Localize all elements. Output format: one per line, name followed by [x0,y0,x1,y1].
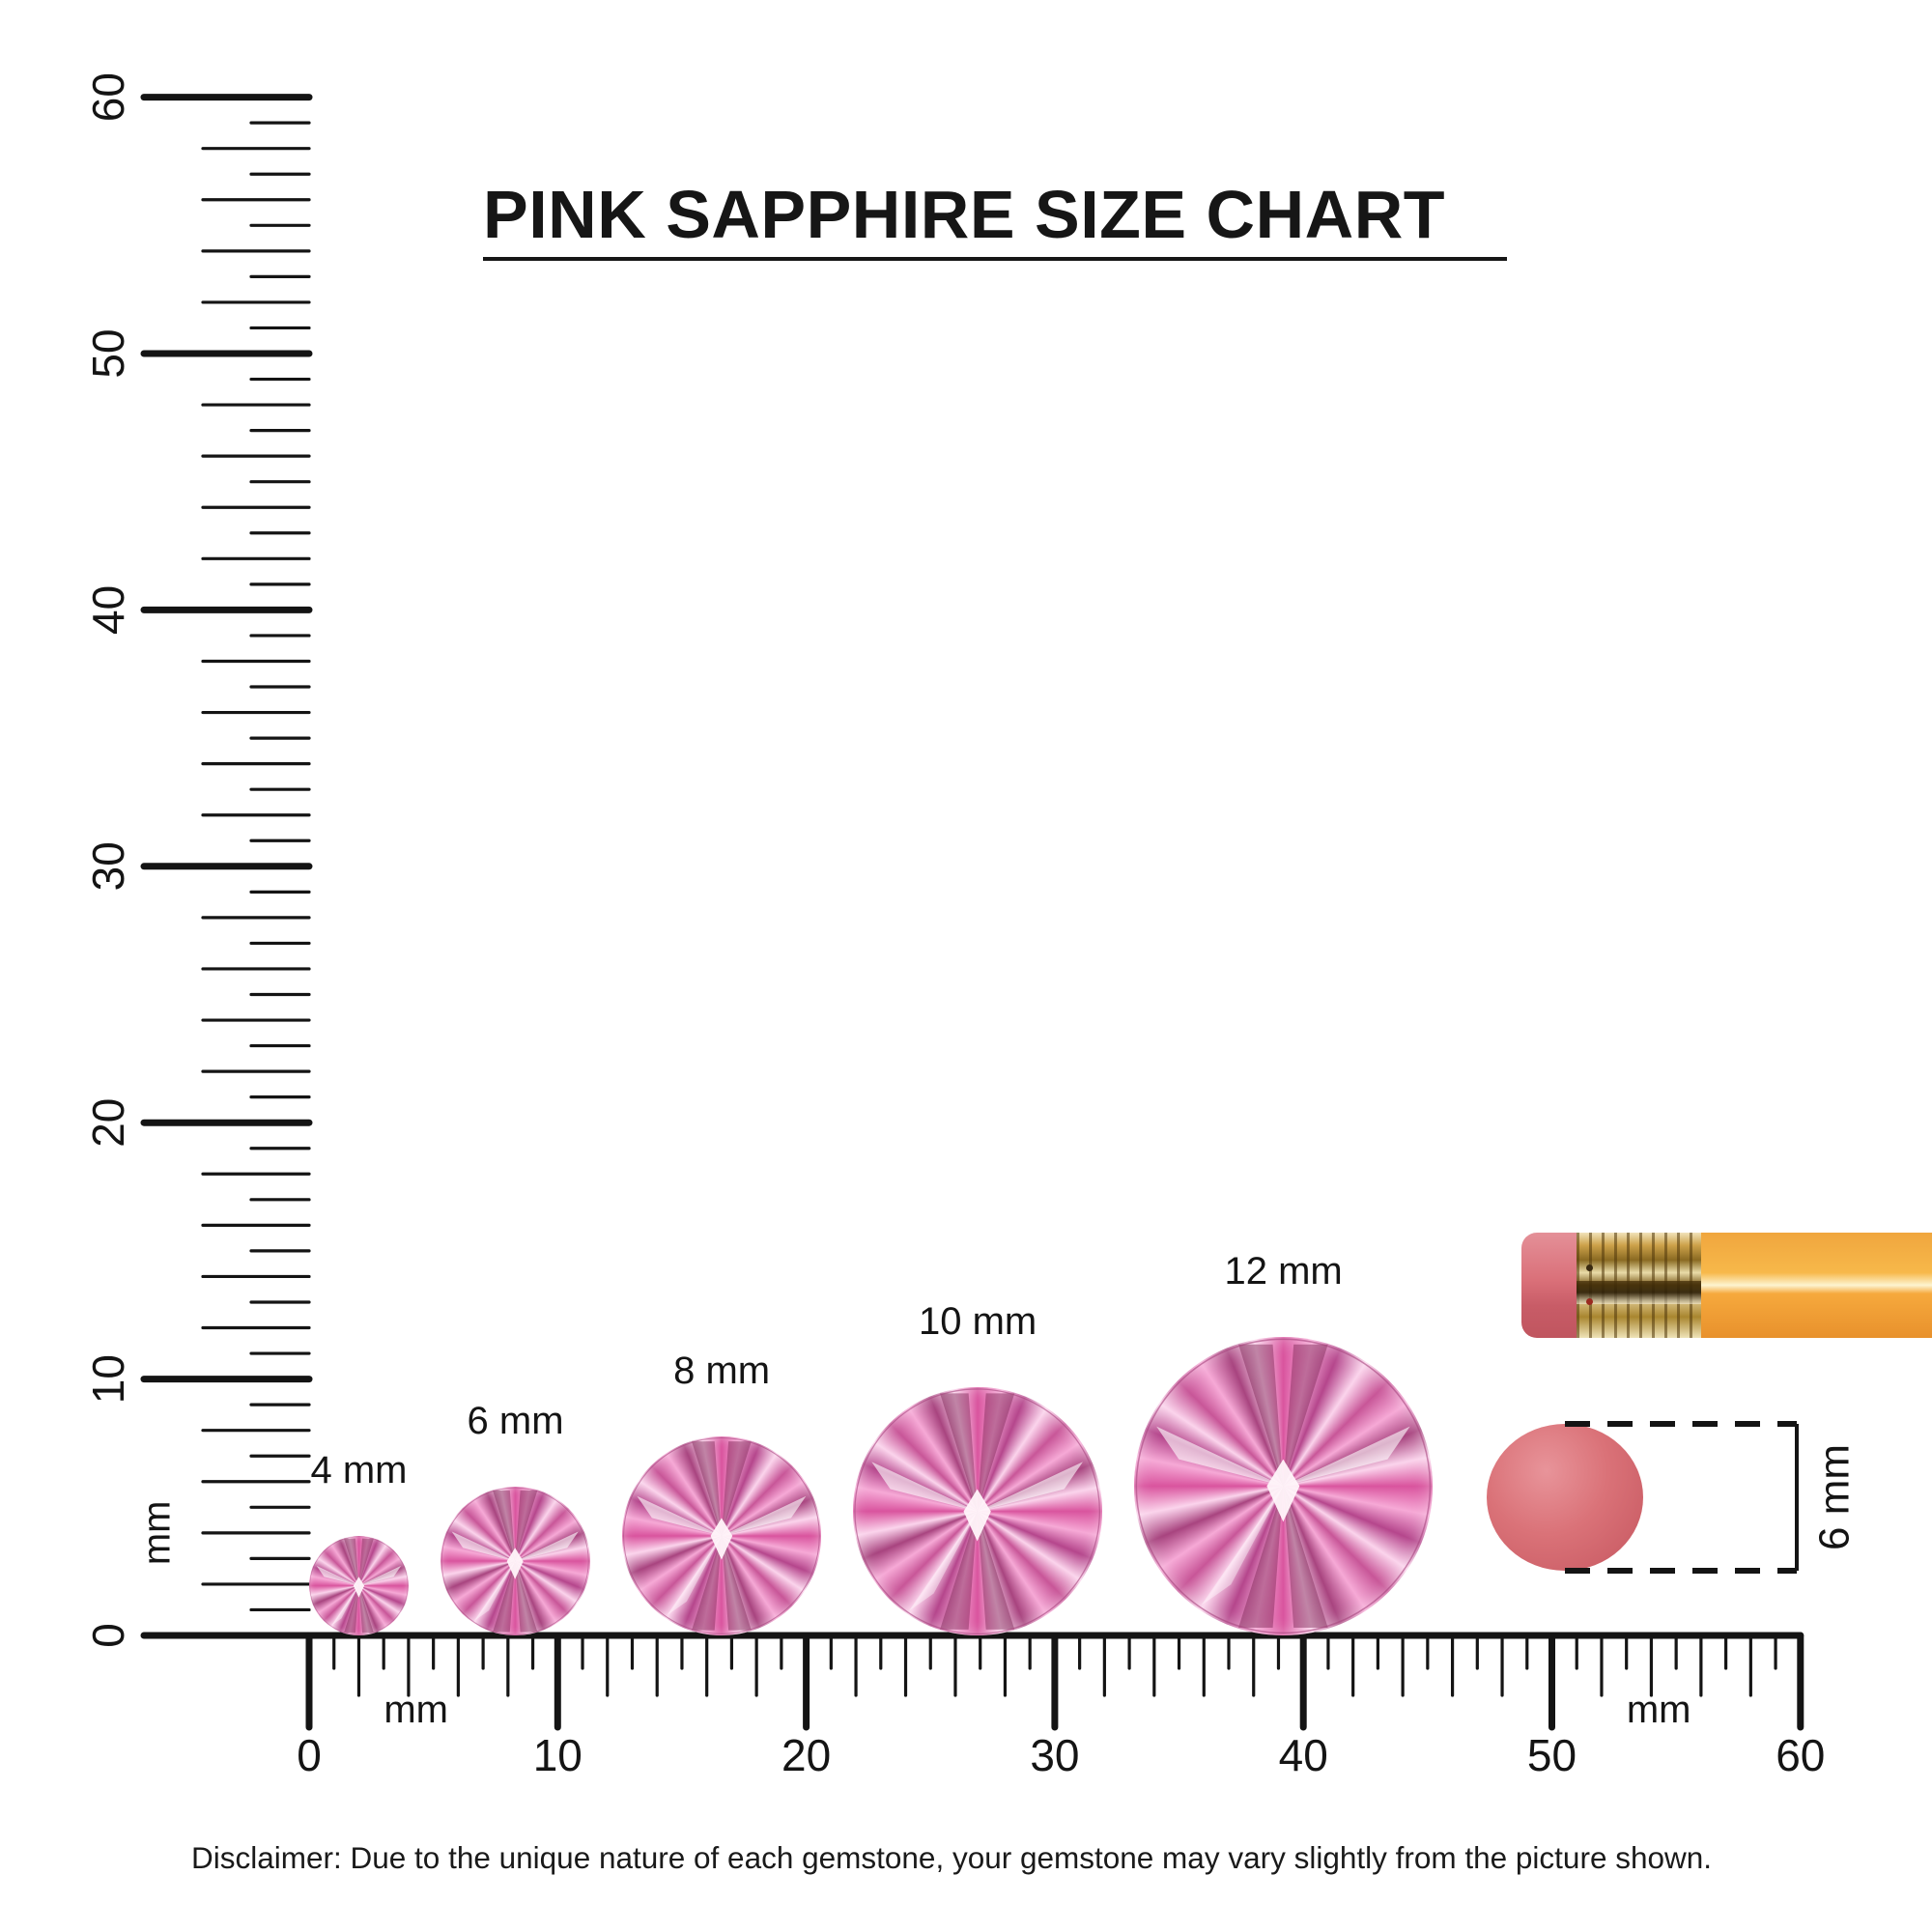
svg-text:6 mm: 6 mm [1811,1444,1859,1550]
